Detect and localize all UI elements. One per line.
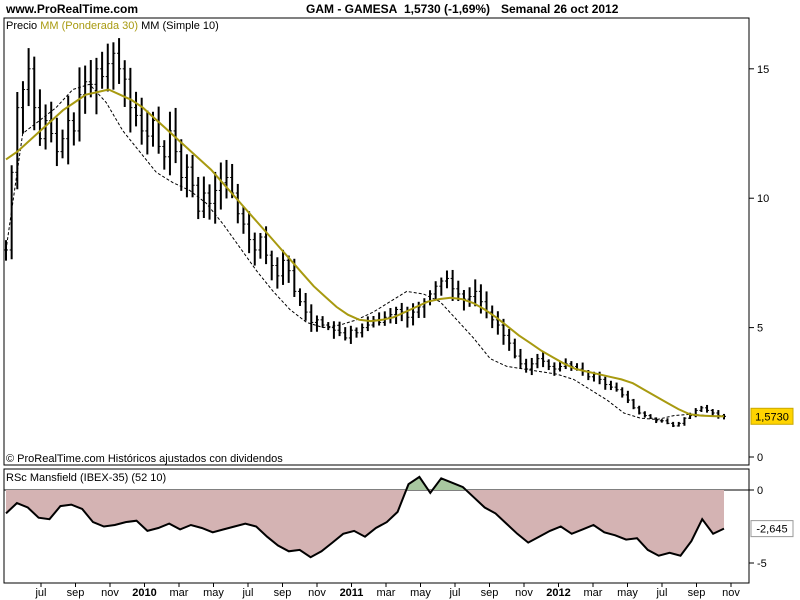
x-axis-label: may — [203, 587, 224, 599]
price-panel-frame — [3, 17, 750, 466]
x-axis-label: sep — [274, 587, 292, 599]
x-axis-label: mar — [377, 587, 396, 599]
x-axis-label: jul — [448, 587, 460, 599]
rs-axis-label: 0 — [757, 485, 763, 497]
x-axis-label: nov — [722, 587, 740, 599]
x-axis-label: 2011 — [340, 587, 364, 599]
price-legend: Precio MM (Ponderada 30) MM (Simple 10) — [6, 20, 219, 32]
x-axis-label: jul — [655, 587, 667, 599]
rs-panel-frame — [3, 468, 750, 584]
x-axis-label: nov — [308, 587, 326, 599]
x-axis-label: may — [410, 587, 431, 599]
legend-sma: MM (Simple 10) — [141, 20, 219, 32]
x-axis-label: sep — [67, 587, 85, 599]
price-axis-label: 0 — [757, 452, 763, 464]
copyright-footer: © ProRealTime.com Históricos ajustados c… — [6, 453, 283, 465]
rs-axis-label: -5 — [757, 558, 767, 570]
x-axis-label: sep — [481, 587, 499, 599]
rs-area-negative — [6, 490, 724, 558]
instrument-title: GAM - GAMESA — [306, 2, 398, 16]
last-rs-label: -2,645 — [756, 524, 787, 536]
last-rs-box — [750, 520, 794, 538]
legend-wma: MM (Ponderada 30) — [40, 20, 139, 32]
price-axis-label: 15 — [757, 64, 769, 76]
x-axis-label: 2010 — [132, 587, 156, 599]
x-axis-label: sep — [688, 587, 706, 599]
price-bars — [4, 38, 726, 428]
price-axis-label: 5 — [757, 323, 763, 335]
legend-price: Precio — [6, 20, 38, 32]
chart-period: Semanal 26 oct 2012 — [501, 2, 619, 16]
rs-legend: RSc Mansfield (IBEX-35) (52 10) — [6, 472, 167, 484]
x-axis-label: nov — [515, 587, 533, 599]
x-axis-label: mar — [584, 587, 603, 599]
instrument-quote: 1,5730 (-1,69%) — [404, 2, 491, 16]
x-axis-label: jul — [34, 587, 46, 599]
site-name: www.ProRealTime.com — [6, 2, 139, 16]
x-axis-label: mar — [170, 587, 189, 599]
x-axis-label: 2012 — [546, 587, 570, 599]
x-axis-label: jul — [241, 587, 253, 599]
x-axis-label: nov — [101, 587, 119, 599]
sma-10-line — [5, 83, 725, 421]
price-axis-label: 10 — [757, 193, 769, 205]
rs-line — [5, 475, 725, 559]
last-price-label: 1,5730 — [755, 411, 789, 423]
last-price-box — [750, 407, 794, 425]
x-axis-label: may — [617, 587, 638, 599]
wma-30-line — [5, 88, 725, 418]
